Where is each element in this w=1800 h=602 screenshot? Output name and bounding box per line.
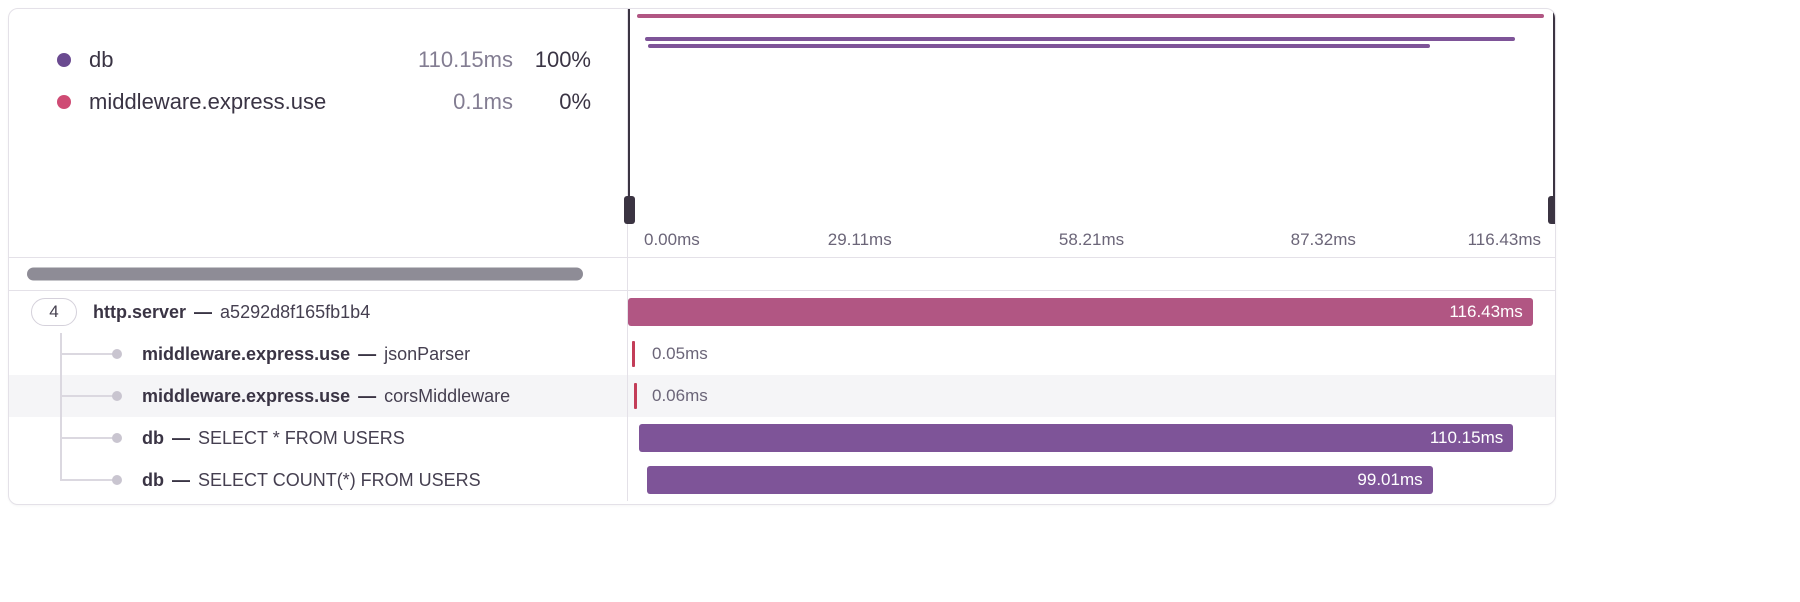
child-count-badge[interactable]: 4 bbox=[31, 298, 77, 326]
horizontal-scrollbar-thumb[interactable] bbox=[27, 267, 583, 281]
span-duration-label: 0.05ms bbox=[652, 344, 708, 363]
minimap-handle-left[interactable] bbox=[624, 196, 635, 224]
minimap-handle-right[interactable] bbox=[1548, 196, 1555, 224]
span-row-bar-cell: 0.06ms bbox=[628, 375, 1555, 417]
span-op: db bbox=[142, 427, 164, 448]
span-description: SELECT * FROM USERS bbox=[198, 427, 405, 448]
legend-duration: 110.15ms bbox=[418, 47, 513, 72]
scrollbar-row bbox=[9, 257, 1555, 291]
span-description: corsMiddleware bbox=[384, 385, 511, 406]
axis-tick: 29.11ms bbox=[827, 229, 892, 249]
legend-label: middleware.express.use bbox=[89, 89, 327, 114]
span-duration-label: 110.15ms bbox=[1429, 428, 1504, 447]
span-duration-bar[interactable]: 116.43ms bbox=[628, 298, 1533, 326]
span-row-bar-cell: 116.43ms bbox=[628, 291, 1555, 333]
span-duration-tick[interactable] bbox=[631, 341, 635, 367]
minimap-span bbox=[644, 37, 1516, 41]
span-description: SELECT COUNT(*) FROM USERS bbox=[198, 469, 481, 490]
legend-color-dot bbox=[57, 95, 71, 109]
span-row-db-count[interactable]: db — SELECT COUNT(*) FROM USERS 99.01ms bbox=[9, 459, 1555, 501]
span-description: jsonParser bbox=[384, 343, 471, 364]
legend-color-dot bbox=[57, 53, 71, 67]
legend-panel: db 110.15ms 100% middleware.express.use … bbox=[9, 9, 628, 257]
trace-view-panel: db 110.15ms 100% middleware.express.use … bbox=[8, 8, 1556, 505]
trace-header: db 110.15ms 100% middleware.express.use … bbox=[9, 9, 1555, 257]
time-axis: 0.00ms 29.11ms 58.21ms 87.32ms 116.43ms bbox=[628, 222, 1555, 257]
span-separator: — bbox=[358, 385, 377, 406]
minimap-span bbox=[637, 14, 1544, 18]
span-row-db-select[interactable]: db — SELECT * FROM USERS 110.15ms bbox=[9, 417, 1555, 459]
span-duration-label: 116.43ms bbox=[1449, 302, 1523, 321]
legend-percent: 0% bbox=[559, 89, 591, 114]
tree-node-dot bbox=[112, 349, 122, 359]
trace-minimap: 0.00ms 29.11ms 58.21ms 87.32ms 116.43ms bbox=[624, 9, 1555, 257]
span-duration-label: 99.01ms bbox=[1357, 470, 1423, 489]
minimap-viewport[interactable] bbox=[624, 9, 1555, 224]
span-row-label-cell: middleware.express.use — corsMiddleware bbox=[9, 375, 628, 417]
span-row-label-cell: 4 http.server — a5292d8f165fb1b4 bbox=[9, 291, 628, 333]
span-row-bar-cell: 110.15ms bbox=[628, 417, 1555, 459]
legend-duration: 0.1ms bbox=[453, 89, 513, 114]
span-duration-bar[interactable]: 99.01ms bbox=[646, 466, 1433, 494]
minimap-span bbox=[647, 44, 1431, 48]
span-row-http-server[interactable]: 4 http.server — a5292d8f165fb1b4 116.43m… bbox=[9, 291, 1555, 333]
legend-item-middleware[interactable]: middleware.express.use 0.1ms 0% bbox=[57, 81, 591, 123]
tree-node-dot bbox=[112, 391, 122, 401]
scrollbar-track[interactable] bbox=[9, 258, 628, 290]
tree-node-dot bbox=[112, 433, 122, 443]
span-duration-label: 0.06ms bbox=[652, 386, 708, 405]
tree-connector-horizontal bbox=[60, 395, 116, 397]
span-row-bar-cell: 0.05ms bbox=[628, 333, 1555, 375]
span-duration-tick[interactable] bbox=[633, 383, 637, 409]
legend-label: db bbox=[89, 47, 114, 72]
span-row-label-cell: db — SELECT * FROM USERS bbox=[9, 417, 628, 459]
tree-connector-horizontal bbox=[60, 479, 116, 481]
legend-item-db[interactable]: db 110.15ms 100% bbox=[57, 39, 591, 81]
span-row-label-cell: middleware.express.use — jsonParser bbox=[9, 333, 628, 375]
span-op: http.server bbox=[93, 301, 187, 322]
span-row-label-cell: db — SELECT COUNT(*) FROM USERS bbox=[9, 459, 628, 501]
tree-connector-horizontal bbox=[60, 353, 116, 355]
tree-connector-horizontal bbox=[60, 437, 116, 439]
span-row-corsmiddleware[interactable]: middleware.express.use — corsMiddleware … bbox=[9, 375, 1555, 417]
axis-tick: 116.43ms bbox=[1467, 229, 1541, 249]
axis-tick: 58.21ms bbox=[1058, 229, 1125, 249]
span-separator: — bbox=[358, 343, 377, 364]
span-duration-bar[interactable]: 110.15ms bbox=[639, 424, 1514, 452]
span-separator: — bbox=[172, 469, 190, 490]
legend-percent: 100% bbox=[534, 47, 591, 72]
span-separator: — bbox=[172, 427, 190, 448]
span-row-bar-cell: 99.01ms bbox=[628, 459, 1555, 501]
span-row-jsonparser[interactable]: middleware.express.use — jsonParser 0.05… bbox=[9, 333, 1555, 375]
scrollbar-row-spacer bbox=[628, 258, 1555, 290]
span-op: db bbox=[142, 469, 164, 490]
axis-tick: 87.32ms bbox=[1290, 229, 1356, 249]
span-op: middleware.express.use bbox=[142, 343, 351, 364]
axis-tick: 0.00ms bbox=[644, 229, 700, 249]
tree-node-dot bbox=[112, 475, 122, 485]
tree-connector-vertical bbox=[60, 459, 62, 480]
span-description: a5292d8f165fb1b4 bbox=[220, 301, 371, 322]
span-op: middleware.express.use bbox=[142, 385, 351, 406]
span-separator: — bbox=[194, 301, 213, 322]
span-waterfall: 4 http.server — a5292d8f165fb1b4 116.43m… bbox=[9, 291, 1555, 501]
